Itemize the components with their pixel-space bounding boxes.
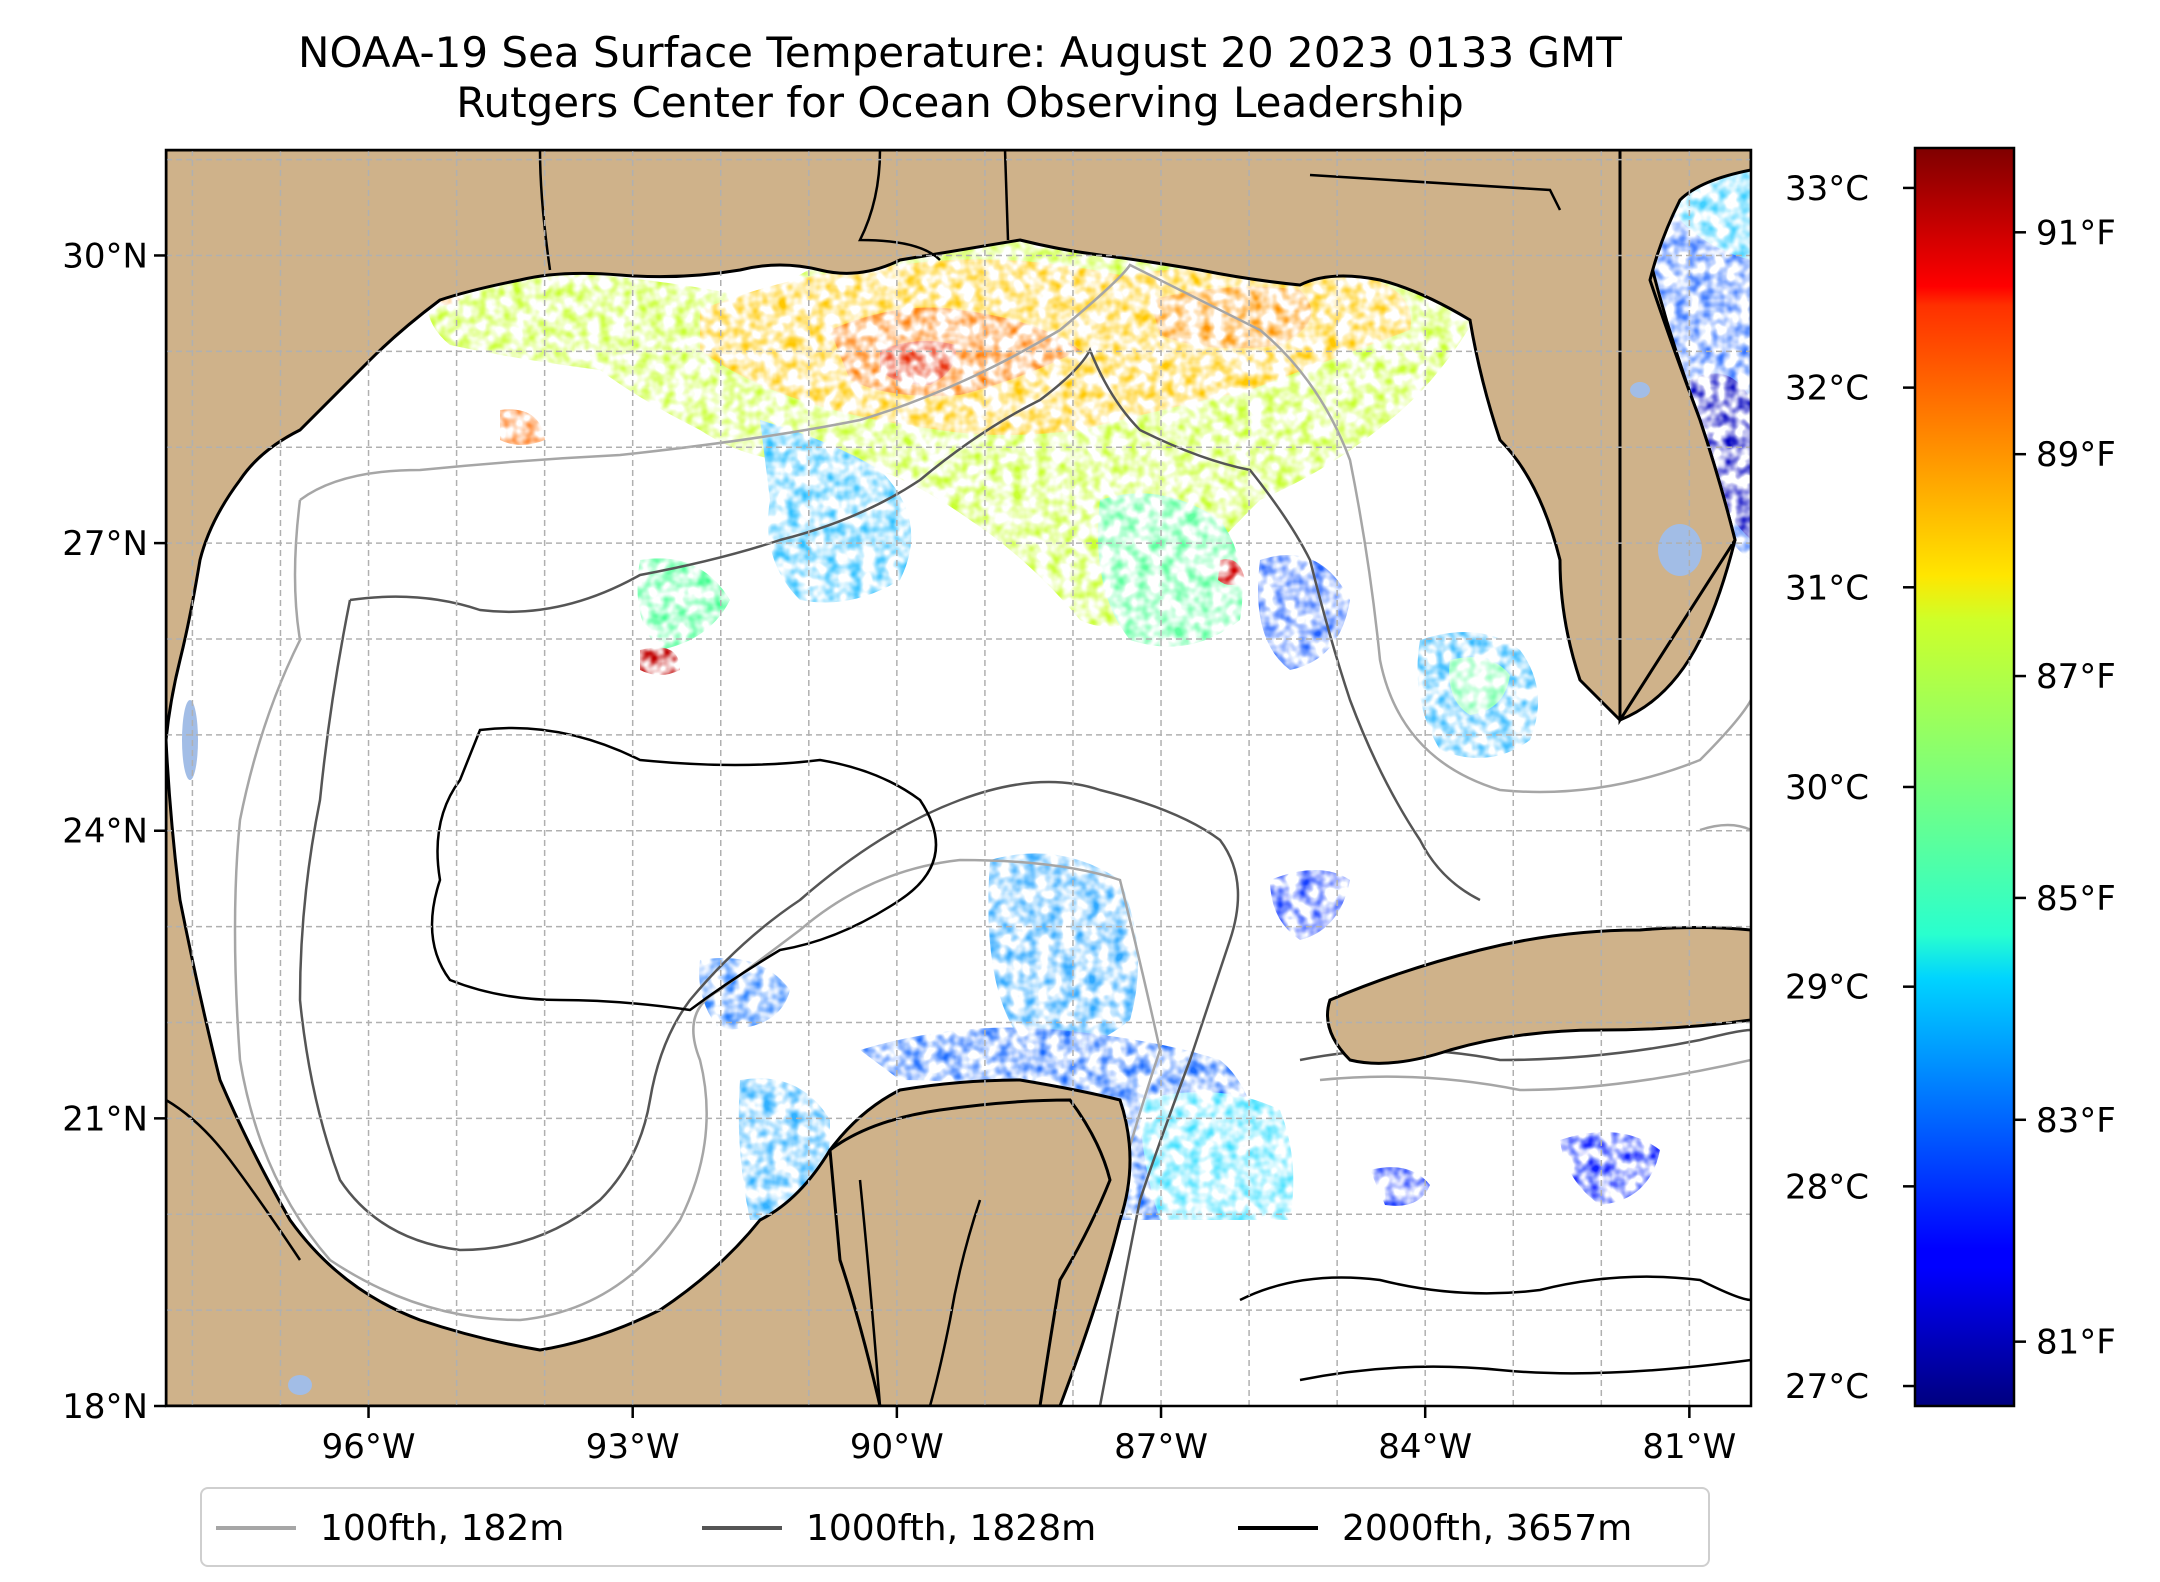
chart-title: NOAA-19 Sea Surface Temperature: August … (298, 28, 1622, 77)
legend-label: 100fth, 182m (320, 1507, 565, 1549)
colorbar-gradient (1915, 148, 2014, 1406)
contour-1000fth (298, 346, 1481, 1406)
land-us-gulf-coast (166, 150, 1737, 741)
legend-swatch-100fth (216, 1526, 296, 1530)
contour-100fth (233, 263, 1751, 1406)
colorbar-labels: 33°C 32°C 31°C 30°C 29°C 28°C 27°C 91°F 89°F 87°F… (1785, 169, 2116, 1407)
lat-tick-label: 18°N (62, 1387, 148, 1427)
land-yucatan (828, 1098, 1112, 1406)
map-gridlines (166, 150, 1751, 1406)
lon-tick-label: 90°W (850, 1427, 944, 1467)
contour-2000fth (430, 726, 938, 1012)
lon-tick-label: 84°W (1378, 1427, 1472, 1467)
fahrenheit-tick-label: 83°F (2036, 1101, 2116, 1141)
fahrenheit-tick-label: 85°F (2036, 879, 2116, 919)
fahrenheit-tick-label: 81°F (2036, 1323, 2116, 1363)
depth-legend: 100fth, 182m 1000fth, 1828m 2000fth, 365… (200, 1487, 1710, 1567)
legend-item-2000fth: 2000fth, 3657m (1238, 1503, 1632, 1553)
land-layer (166, 150, 1751, 1406)
colorbar-frame (1913, 146, 2016, 1408)
legend-item-1000fth: 1000fth, 1828m (702, 1503, 1096, 1553)
legend-swatch-1000fth (702, 1526, 782, 1530)
map-axis-ticks (154, 254, 1691, 1418)
celsius-tick-label: 33°C (1785, 169, 1869, 209)
lon-tick-label: 81°W (1642, 1427, 1736, 1467)
colorbar-ticks (1903, 186, 2026, 1388)
celsius-tick-label: 27°C (1785, 1367, 1869, 1407)
lat-tick-label: 21°N (62, 1099, 148, 1139)
sst-data-layer (427, 150, 1751, 1220)
fahrenheit-tick-label: 89°F (2036, 435, 2116, 475)
map-frame (164, 148, 1753, 1408)
map-axis-labels: 30°N 27°N 24°N 21°N 18°N 96°W 93°W 90°W 87°W 84°W… (62, 236, 1736, 1467)
legend-swatch-2000fth (1238, 1526, 1318, 1530)
fahrenheit-tick-label: 87°F (2036, 657, 2116, 697)
fahrenheit-tick-label: 91°F (2036, 213, 2116, 253)
chart-subtitle: Rutgers Center for Ocean Observing Leade… (456, 78, 1464, 127)
legend-label: 2000fth, 3657m (1342, 1507, 1633, 1549)
lake-okeechobee (1658, 524, 1702, 576)
celsius-tick-label: 29°C (1785, 968, 1869, 1008)
bathymetry-contours (233, 263, 1751, 1406)
lon-tick-label: 96°W (322, 1427, 416, 1467)
celsius-tick-label: 32°C (1785, 369, 1869, 409)
lat-tick-label: 27°N (62, 524, 148, 564)
legend-item-100fth: 100fth, 182m (216, 1503, 564, 1553)
land-florida (1618, 150, 1751, 726)
lon-tick-label: 87°W (1114, 1427, 1208, 1467)
legend-label: 1000fth, 1828m (806, 1507, 1097, 1549)
lakes-layer (182, 382, 1702, 1395)
lat-tick-label: 24°N (62, 812, 148, 852)
land-cuba (1326, 926, 1751, 1065)
celsius-tick-label: 28°C (1785, 1167, 1869, 1207)
lon-tick-label: 93°W (586, 1427, 680, 1467)
celsius-tick-label: 31°C (1785, 568, 1869, 608)
celsius-tick-label: 30°C (1785, 768, 1869, 808)
lat-tick-label: 30°N (62, 236, 148, 276)
